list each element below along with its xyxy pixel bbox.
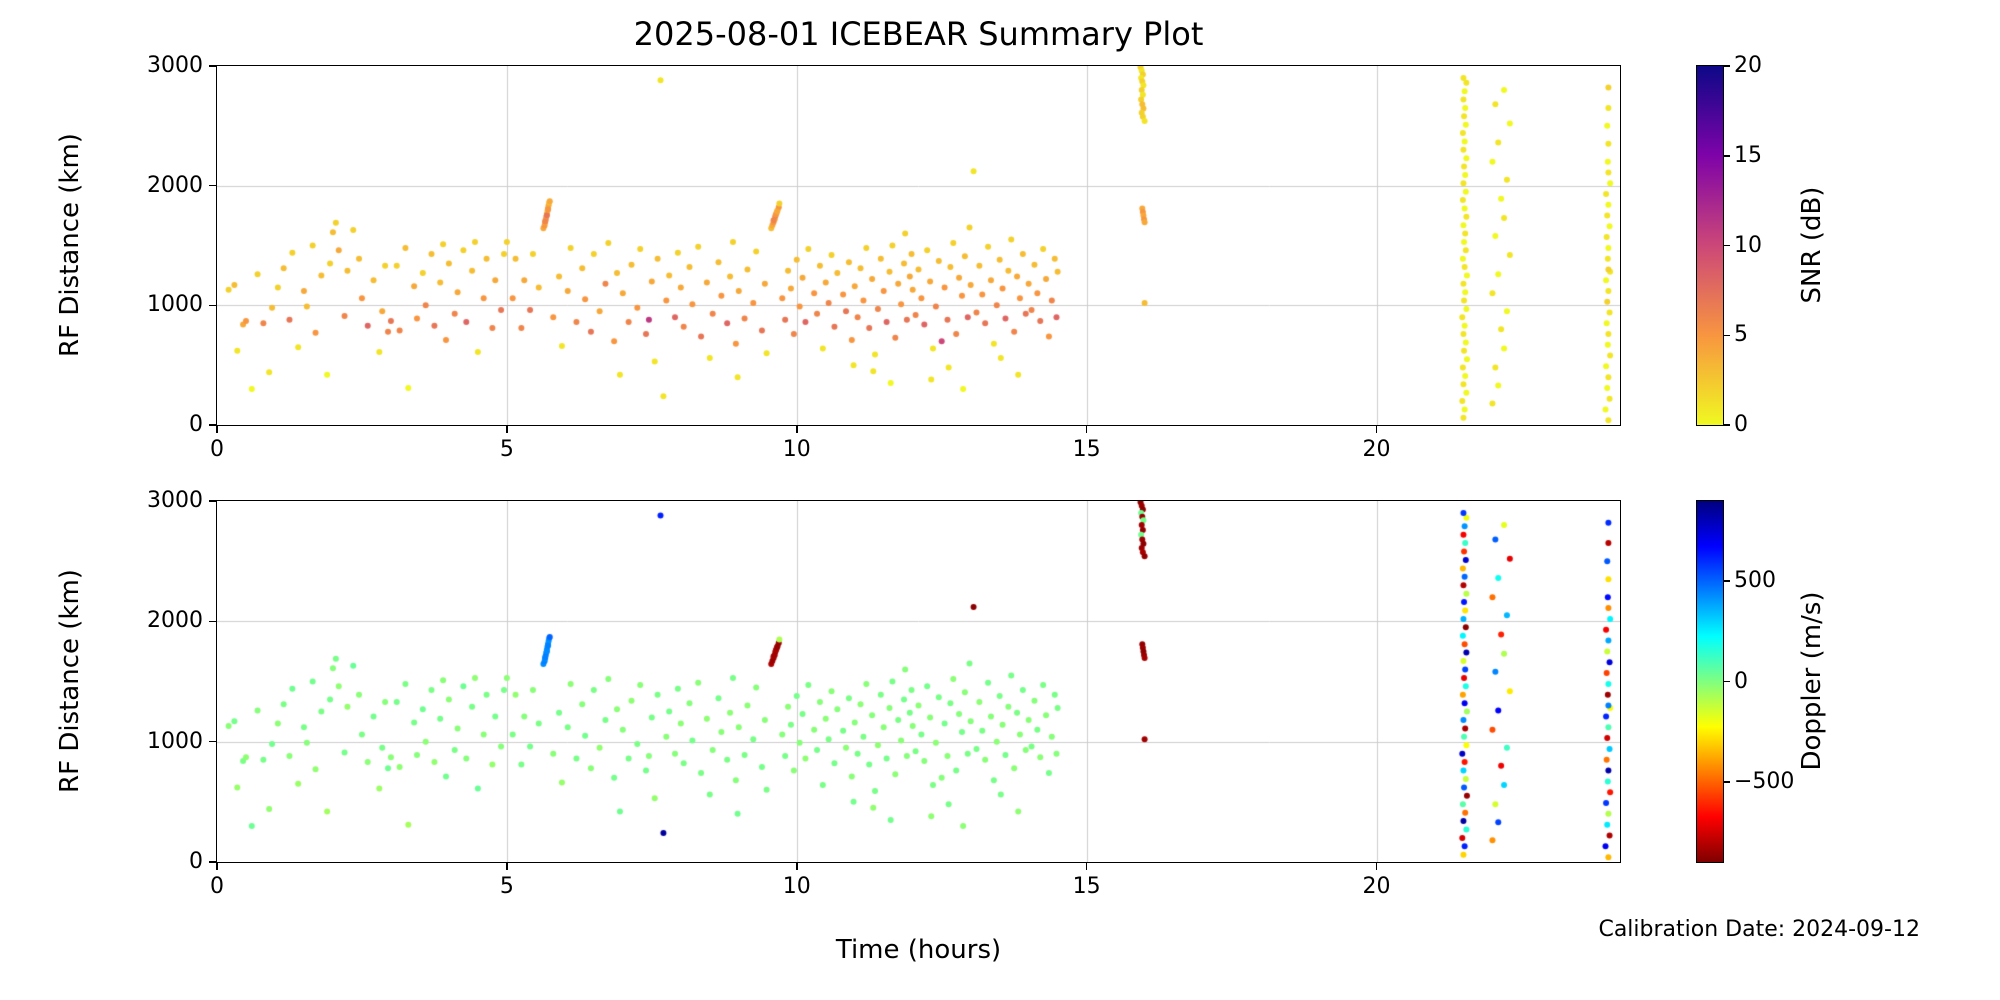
snr-panel	[216, 65, 1621, 426]
colorbar-tick-label: 500	[1734, 568, 1776, 594]
y-tick-mark	[209, 620, 217, 623]
y-tick-mark	[209, 304, 217, 307]
y-tick-label: 3000	[147, 488, 203, 513]
colorbar-tick-label: 0	[1734, 412, 1748, 437]
x-tick-mark	[216, 425, 218, 433]
x-tick-mark	[1375, 862, 1378, 870]
y-tick-mark	[209, 861, 217, 863]
x-tick-mark	[1085, 425, 1088, 433]
doppler-panel	[216, 500, 1621, 863]
colorbar-tick-label: 15	[1734, 142, 1762, 168]
calibration-date-text: Calibration Date: 2024-09-12	[1598, 917, 1920, 942]
rf-distance-ylabel-top: RF Distance (km)	[55, 133, 85, 357]
x-tick-label: 5	[499, 437, 514, 462]
x-tick-label: 0	[210, 437, 224, 462]
colorbar-tick-mark	[1723, 244, 1730, 247]
colorbar-tick-mark	[1723, 424, 1730, 426]
colorbar-tick-label: 10	[1734, 232, 1762, 258]
y-tick-label: 3000	[147, 53, 203, 78]
plot-title: 2025-08-01 ICEBEAR Summary Plot	[633, 15, 1204, 53]
y-tick-label: 2000	[147, 608, 203, 634]
x-tick-mark	[1085, 862, 1088, 870]
x-tick-label: 0	[210, 874, 224, 899]
snr-scatter-canvas	[217, 66, 1620, 425]
x-tick-mark	[506, 862, 508, 870]
colorbar-tick-label: 20	[1734, 53, 1762, 78]
x-tick-mark	[506, 425, 508, 433]
x-tick-label: 5	[499, 874, 514, 899]
y-tick-label: 1000	[147, 728, 203, 754]
snr-colorbar	[1696, 65, 1724, 426]
x-tick-label: 20	[1362, 874, 1391, 899]
y-tick-label: 1000	[147, 292, 203, 318]
x-tick-label: 15	[1072, 874, 1101, 899]
colorbar-tick-label: 0	[1734, 668, 1748, 694]
time-xlabel: Time (hours)	[835, 935, 1002, 965]
colorbar-tick-mark	[1723, 781, 1730, 783]
colorbar-tick-mark	[1723, 155, 1730, 157]
y-tick-mark	[209, 500, 217, 502]
x-tick-label: 15	[1072, 437, 1101, 462]
x-tick-mark	[796, 862, 798, 870]
x-tick-label: 20	[1362, 437, 1391, 462]
x-tick-label: 10	[782, 874, 811, 899]
snr-colorbar-label: SNR (dB)	[1797, 186, 1827, 304]
y-tick-label: 2000	[147, 172, 203, 198]
doppler-scatter-canvas	[217, 501, 1620, 862]
x-tick-mark	[796, 425, 798, 433]
doppler-colorbar-label: Doppler (m/s)	[1797, 591, 1827, 771]
y-tick-mark	[209, 184, 217, 187]
colorbar-tick-mark	[1723, 65, 1730, 67]
y-tick-label: 0	[189, 849, 203, 874]
y-tick-mark	[209, 740, 217, 743]
y-tick-label: 0	[189, 412, 203, 437]
y-tick-mark	[209, 65, 217, 67]
colorbar-tick-mark	[1723, 680, 1730, 683]
colorbar-tick-mark	[1723, 580, 1730, 582]
colorbar-tick-mark	[1723, 334, 1730, 336]
x-tick-mark	[216, 862, 218, 870]
colorbar-tick-label: 5	[1734, 322, 1748, 348]
colorbar-tick-label: −500	[1734, 768, 1795, 794]
doppler-colorbar	[1696, 500, 1724, 863]
y-tick-mark	[209, 424, 217, 426]
x-tick-mark	[1375, 425, 1378, 433]
x-tick-label: 10	[782, 437, 811, 462]
rf-distance-ylabel-bottom: RF Distance (km)	[55, 569, 85, 793]
